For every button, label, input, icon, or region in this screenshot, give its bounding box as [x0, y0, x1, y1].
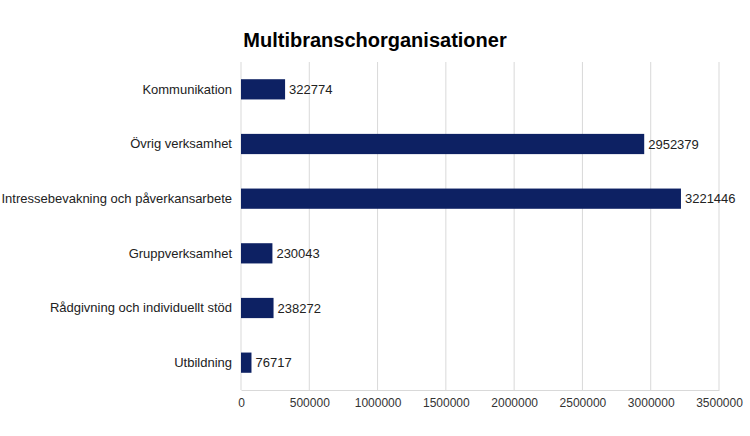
tick-label: 3000000: [628, 396, 675, 410]
tick: Intressebevakning och påverkansarbete: [1, 191, 241, 206]
data-labels: 322774 2952379 3221446 230043 238272 76717: [255, 82, 735, 370]
axis-line: [242, 390, 720, 391]
data-label: 322774: [289, 82, 332, 97]
tick: Gruppverksamhet: [129, 245, 241, 260]
bars: [241, 79, 681, 373]
tick-label: 0: [238, 396, 245, 410]
grid-line: [582, 62, 583, 390]
tick-label: 2500000: [560, 396, 607, 410]
tick: 2000000: [491, 390, 538, 410]
grid: [241, 62, 719, 390]
tick: Övrig verksamhet: [130, 136, 241, 151]
tick-label: 3500000: [696, 396, 743, 410]
grid-line: [377, 62, 378, 390]
tick: Utbildning: [174, 355, 241, 370]
tick-label: 500000: [290, 396, 330, 410]
grid-line: [719, 62, 720, 390]
data-label: 230043: [276, 246, 319, 261]
data-label: 2952379: [648, 137, 699, 152]
x-axis: 0 500000 1000000 1500000 2000000 2500000 30000…: [238, 390, 743, 410]
tick: 500000: [290, 390, 330, 410]
category-label: Rådgivning och individuellt stöd: [50, 300, 232, 315]
grid-line: [241, 62, 242, 390]
data-label: 238272: [278, 301, 321, 316]
tick: Kommunikation: [142, 81, 241, 96]
bar: [241, 134, 644, 154]
category-label: Kommunikation: [142, 81, 232, 96]
bar: [241, 243, 272, 263]
category-label: Intressebevakning och påverkansarbete: [1, 191, 232, 206]
tick: 2500000: [560, 390, 607, 410]
bar: [241, 298, 274, 318]
bar: [241, 189, 681, 209]
tick-label: 2000000: [491, 396, 538, 410]
tick: 1500000: [423, 390, 470, 410]
chart: Multibranschorganisationer 0 500000 1000000…: [0, 0, 750, 436]
tick-label: 1000000: [355, 396, 402, 410]
category-label: Övrig verksamhet: [130, 136, 232, 151]
tick-label: 1500000: [423, 396, 470, 410]
grid-line: [514, 62, 515, 390]
data-label: 3221446: [685, 191, 736, 206]
data-label: 76717: [255, 355, 291, 370]
grid-line: [445, 62, 446, 390]
category-label: Utbildning: [174, 355, 232, 370]
tick: Rådgivning och individuellt stöd: [50, 300, 241, 315]
bar: [241, 353, 251, 373]
tick: 1000000: [355, 390, 402, 410]
tick: 0: [238, 390, 245, 410]
tick: 3500000: [696, 390, 743, 410]
tick: 3000000: [628, 390, 675, 410]
title: Multibranschorganisationer: [243, 29, 507, 51]
category-label: Gruppverksamhet: [129, 245, 233, 260]
plot: 0 500000 1000000 1500000 2000000 2500000 30000…: [1, 62, 743, 410]
bar: [241, 79, 285, 99]
grid-line: [650, 62, 651, 390]
y-axis: Kommunikation Övrig verksamhet Intressebev…: [1, 81, 241, 369]
grid-line: [309, 62, 310, 390]
